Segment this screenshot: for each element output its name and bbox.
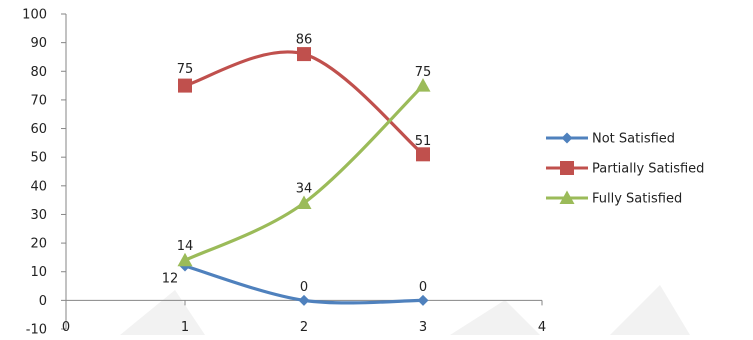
x-tick-label: 1 [181,320,189,335]
data-label: 75 [177,62,194,77]
y-tick-label: 80 [30,65,47,80]
y-tick-label: 100 [22,8,47,23]
x-tick-label: 0 [62,320,70,335]
legend-swatch-marker [559,190,575,204]
y-tick-label: 0 [39,294,47,309]
background-watermark [120,285,690,335]
x-tick-label: 3 [419,320,427,335]
data-point [416,147,430,162]
y-tick-label: 50 [30,151,47,166]
legend-label: Fully Satisfied [592,192,682,207]
legend: Not Satisfied Partially Satisfied Fully Sa… [546,132,704,207]
legend-item-fully-satisfied: Fully Satisfied [546,190,682,207]
data-point [415,78,431,92]
data-label: 14 [177,239,194,254]
legend-item-not-satisfied: Not Satisfied [546,132,675,147]
series-line [184,50,425,156]
legend-swatch-marker [560,161,574,175]
y-tick-label: -10 [26,323,47,336]
y-tick-label: 40 [30,179,47,194]
y-tick-label: 20 [30,237,47,252]
legend-label: Not Satisfied [592,132,675,147]
data-label: 34 [296,182,313,197]
series-fully-satisfied [177,78,431,267]
legend-item-partially-satisfied: Partially Satisfied [546,161,704,177]
data-label: 86 [296,33,313,48]
data-point [417,294,429,306]
series-line [184,84,425,262]
y-tick-label: 10 [30,265,47,280]
data-label: 51 [415,134,432,149]
data-point [177,252,193,267]
data-point [178,78,192,93]
data-label: 0 [419,280,427,295]
x-tick-label: 2 [300,320,308,335]
legend-label: Partially Satisfied [592,162,704,177]
data-point [296,195,312,209]
y-tick-label: 30 [30,208,47,223]
data-labels: 12 0 0 75 86 51 14 34 75 [162,33,432,295]
series-layer [177,47,431,306]
data-label: 12 [162,272,179,287]
legend-swatch-marker [561,132,573,144]
data-label: 0 [300,280,308,295]
x-tick-label: 4 [538,320,546,335]
y-tick-label: 60 [30,122,47,137]
y-tick-label: 90 [30,36,47,51]
data-label: 75 [415,65,432,80]
data-point [298,294,310,306]
data-point [297,47,311,62]
y-tick-label: 70 [30,93,47,108]
series-partially-satisfied [178,47,430,162]
